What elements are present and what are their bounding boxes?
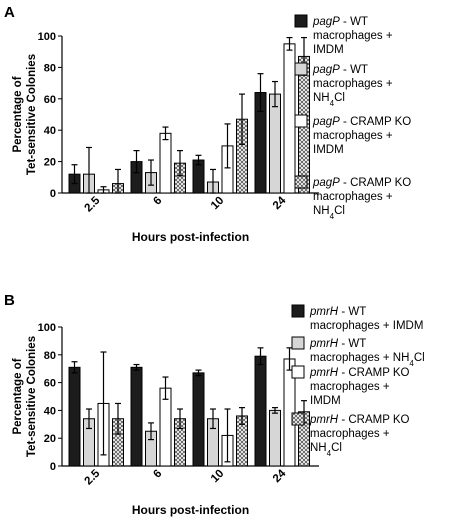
legend-label: macrophages + (313, 30, 393, 42)
legend-label: NH4Cl (313, 92, 345, 108)
legend-item: pmrH - CRAMP KO macrophages + IMDM (291, 365, 410, 407)
panel-letter: A (4, 4, 15, 21)
legend-item: pagP - CRAMP KO macrophages + IMDM (294, 114, 411, 156)
legend-label-rest: - WT (340, 64, 368, 76)
legend-gene-name: pmrH (309, 367, 339, 379)
x-tick-label: 24 (271, 194, 289, 212)
bar (283, 43, 296, 194)
legend-label: pagP - WT (312, 64, 368, 76)
legend-gene-name: pmrH (309, 414, 339, 426)
legend-label: IMDM (310, 395, 341, 407)
legend-item: pagP - CRAMP KO macrophages + NH4Cl (294, 175, 411, 221)
y-tick-label: 80 (44, 350, 56, 362)
y-axis-label: Percentage of (12, 76, 24, 152)
y-tick-label: 60 (44, 94, 56, 106)
legend-item: pmrH - WT macrophages + IMDM (291, 304, 423, 332)
bar (68, 366, 81, 467)
legend-swatch (291, 336, 305, 350)
legend-label: NH4Cl (313, 205, 345, 221)
legend-label: pmrH - CRAMP KO (309, 367, 410, 379)
bar (254, 355, 267, 467)
legend-swatch (294, 14, 308, 28)
legend-item: pagP - WT macrophages + IMDM (294, 14, 393, 56)
y-axis-label: Percentage of (12, 358, 24, 434)
x-tick-label: 2.5 (83, 194, 103, 214)
y-tick-label: 100 (38, 322, 56, 334)
legend-gene-name: pmrH (309, 338, 339, 350)
legend-label: pagP - CRAMP KO (312, 177, 411, 189)
legend: pmrH - WT macrophages + IMDM pmrH - WT macr… (291, 304, 425, 458)
legend-label: macrophages + (310, 381, 390, 393)
y-tick-label: 0 (50, 461, 56, 473)
legend-label: pmrH - WT (309, 306, 366, 318)
legend-label-rest: - CRAMP KO (338, 414, 409, 426)
x-tick-label: 10 (209, 195, 227, 213)
legend-swatch (291, 304, 305, 318)
x-tick-label: 10 (209, 468, 227, 486)
legend-swatch (294, 114, 308, 128)
legend-swatch (291, 365, 305, 379)
legend-label: macrophages + (313, 78, 393, 90)
legend: pagP - WT macrophages + IMDM pagP - WT macro… (294, 14, 411, 221)
legend-swatch (291, 412, 305, 426)
bar (159, 132, 172, 194)
y-tick-label: 100 (38, 31, 56, 43)
x-axis-label: Hours post-infection (132, 230, 249, 244)
legend-gene-name: pagP (312, 116, 340, 128)
y-tick-label: 80 (44, 62, 56, 74)
legend-label: macrophages + (310, 428, 390, 440)
legend-label: pmrH - CRAMP KO (309, 414, 410, 426)
legend-label: macrophages + IMDM (310, 320, 423, 332)
legend-item: pmrH - WT macrophages + NH4Cl (291, 336, 425, 368)
legend-label: pagP - WT (312, 16, 368, 28)
legend-gene-name: pagP (312, 177, 340, 189)
y-tick-label: 20 (44, 433, 56, 445)
legend-label: NH4Cl (310, 442, 342, 458)
x-tick-label: 6 (151, 468, 164, 481)
legend-label: pagP - CRAMP KO (312, 116, 411, 128)
chart-panel-a: A 0 20 40 60 80 100 Percentage of Tet-sensitive … (4, 4, 411, 244)
y-tick-label: 40 (44, 405, 56, 417)
legend-label-rest: - WT (340, 16, 368, 28)
x-axis-label: Hours post-infection (132, 503, 249, 517)
legend-label: IMDM (313, 144, 344, 156)
x-tick-label: 6 (151, 195, 164, 208)
bar (130, 366, 143, 467)
legend-label: macrophages + (313, 191, 393, 203)
y-tick-label: 60 (44, 378, 56, 390)
legend-label-rest: - CRAMP KO (338, 367, 409, 379)
legend-label-rest: - CRAMP KO (340, 116, 411, 128)
bar (192, 372, 205, 467)
chart-panel-b: B 0 20 40 60 80 100 Percentage of Tet-sensitive … (4, 292, 425, 517)
legend-label: IMDM (313, 44, 344, 56)
legend-label-rest: - WT (338, 306, 366, 318)
y-axis-label: Tet-sensitive Colonies (26, 336, 38, 457)
legend-swatch (294, 62, 308, 76)
panel-letter: B (4, 292, 15, 309)
y-tick-label: 0 (50, 188, 56, 200)
x-tick-label: 2.5 (83, 467, 103, 487)
legend-label-rest: - WT (338, 338, 366, 350)
legend-label: pmrH - WT (309, 338, 366, 350)
y-tick-label: 20 (44, 157, 56, 169)
y-axis-label: Tet-sensitive Colonies (26, 54, 38, 175)
bar (269, 93, 281, 194)
y-tick-label: 40 (44, 125, 56, 137)
bar (269, 409, 281, 467)
legend-gene-name: pagP (312, 64, 340, 76)
legend-label: macrophages + (313, 130, 393, 142)
legend-gene-name: pagP (312, 16, 340, 28)
legend-item: pmrH - CRAMP KO macrophages + NH4Cl (291, 412, 410, 458)
legend-label: macrophages + NH4Cl (310, 352, 425, 368)
legend-label-rest: - CRAMP KO (340, 177, 411, 189)
legend-gene-name: pmrH (309, 306, 339, 318)
legend-swatch (294, 175, 308, 189)
x-tick-label: 24 (271, 467, 289, 485)
legend-item: pagP - WT macrophages + NH4Cl (294, 62, 393, 108)
